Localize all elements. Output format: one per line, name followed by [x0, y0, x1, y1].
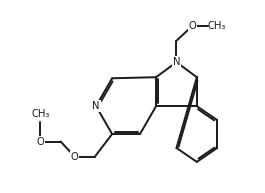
Text: O: O	[36, 136, 44, 146]
Text: O: O	[71, 152, 78, 162]
Text: N: N	[173, 57, 180, 67]
Text: CH₃: CH₃	[31, 109, 50, 119]
Text: O: O	[189, 21, 196, 31]
Text: CH₃: CH₃	[207, 21, 226, 31]
Text: N: N	[92, 101, 100, 111]
